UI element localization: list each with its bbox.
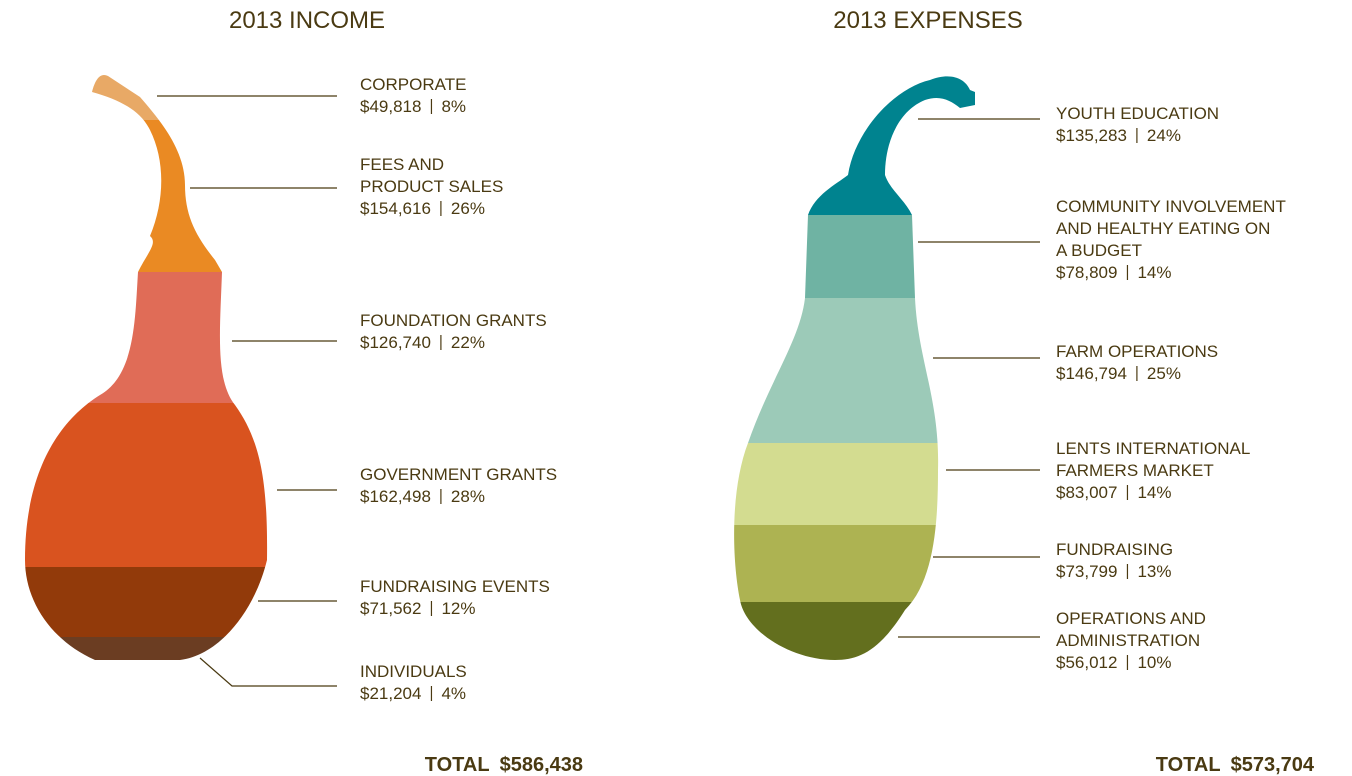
gourd-band [734,76,975,215]
item-label: ADMINISTRATION [1056,631,1200,650]
gourd-band [734,443,975,525]
item-amount: $146,794 [1056,364,1127,383]
item-amount: $135,283 [1056,126,1127,145]
item-percent: 28% [451,487,485,506]
item-label: OPERATIONS AND [1056,609,1206,628]
item-label: FARM OPERATIONS [1056,342,1218,361]
item-percent: 22% [451,333,485,352]
item-percent: 13% [1137,562,1171,581]
item-amount: $73,799 [1056,562,1117,581]
gourd-band [25,403,268,567]
leader-line [199,657,337,687]
gourd-band [25,74,268,120]
item-percent: 14% [1137,263,1171,282]
gourd-band [734,298,975,443]
item-label: LENTS INTERNATIONAL [1056,439,1250,458]
gourd-band [734,215,975,298]
item-label: FUNDRAISING [1056,540,1173,559]
item-label: FOUNDATION GRANTS [360,311,547,330]
income-gourd [25,74,268,661]
item-label: INDIVIDUALS [360,662,467,681]
item-percent: 4% [441,684,466,703]
item-label: FEES AND [360,155,444,174]
item-label: FUNDRAISING EVENTS [360,577,550,596]
expenses-gourd [734,76,975,660]
item-amount: $49,818 [360,97,421,116]
gourd-band [25,567,268,637]
item-percent: 25% [1147,364,1181,383]
gourd-band [25,272,268,403]
gourd-band [25,120,268,272]
item-percent: 14% [1137,483,1171,502]
item-label: YOUTH EDUCATION [1056,104,1219,123]
item-percent: 24% [1147,126,1181,145]
item-label: FARMERS MARKET [1056,461,1214,480]
item-amount: $162,498 [360,487,431,506]
item-label: CORPORATE [360,75,466,94]
total-label: TOTAL [425,754,490,776]
item-label: PRODUCT SALES [360,177,503,196]
panel-title: 2013 INCOME [229,7,385,34]
gourd-band [734,602,975,660]
item-label: GOVERNMENT GRANTS [360,465,557,484]
item-percent: 12% [441,599,475,618]
item-amount: $126,740 [360,333,431,352]
item-percent: 10% [1137,653,1171,672]
item-amount: $154,616 [360,199,431,218]
item-percent: 8% [441,97,466,116]
item-label: A BUDGET [1056,241,1142,260]
gourd-band [25,637,268,661]
item-amount: $71,562 [360,599,421,618]
total-value: $573,704 [1231,754,1315,776]
gourd-band [734,525,975,602]
item-label: COMMUNITY INVOLVEMENT [1056,197,1286,216]
total: TOTAL $573,704 [1156,754,1315,776]
item-label: AND HEALTHY EATING ON [1056,219,1270,238]
item-amount: $21,204 [360,684,421,703]
total: TOTAL $586,438 [425,754,583,776]
total-value: $586,438 [500,754,583,776]
item-amount: $83,007 [1056,483,1117,502]
item-amount: $56,012 [1056,653,1117,672]
panel-title: 2013 EXPENSES [833,7,1022,34]
item-percent: 26% [451,199,485,218]
total-label: TOTAL [1156,754,1221,776]
item-amount: $78,809 [1056,263,1117,282]
